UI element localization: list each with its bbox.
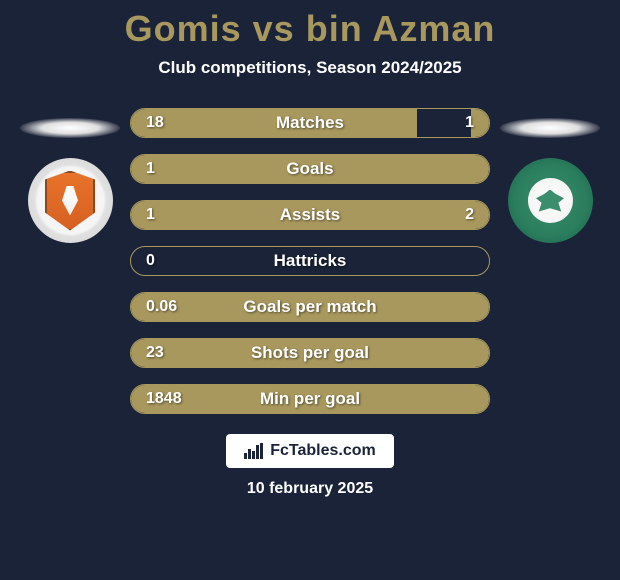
stat-bar: 0 Hattricks: [130, 246, 490, 276]
stat-left-value: 1: [146, 160, 155, 178]
stat-label: Min per goal: [260, 389, 360, 409]
stat-bar: 23 Shots per goal: [130, 338, 490, 368]
shield-inner-icon: [62, 186, 78, 216]
player-shadow-left: [20, 118, 120, 138]
shield-icon: [45, 171, 95, 231]
stat-right-value: 2: [465, 206, 474, 224]
stat-label: Hattricks: [274, 251, 347, 271]
stat-left-value: 0: [146, 252, 155, 270]
stat-label: Matches: [276, 113, 344, 133]
stat-bar: 18 Matches 1: [130, 108, 490, 138]
stat-left-value: 23: [146, 344, 164, 362]
bar-fill-left: [131, 109, 417, 137]
right-player-col: [490, 108, 610, 243]
comparison-row: 18 Matches 1 1 Goals 1 Assists 2 0 Hattricks 0.06 G…: [0, 108, 620, 414]
eagle-circle-icon: [528, 178, 573, 223]
club-badge-left: [28, 158, 113, 243]
stats-column: 18 Matches 1 1 Goals 1 Assists 2 0 Hattricks 0.06 G…: [130, 108, 490, 414]
stat-label: Assists: [280, 205, 340, 225]
logo-text: FcTables.com: [270, 442, 376, 460]
stat-left-value: 1848: [146, 390, 182, 408]
site-logo[interactable]: FcTables.com: [226, 434, 394, 468]
main-container: Gomis vs bin Azman Club competitions, Se…: [0, 0, 620, 580]
stat-left-value: 1: [146, 206, 155, 224]
page-subtitle: Club competitions, Season 2024/2025: [158, 58, 461, 78]
stat-bar: 0.06 Goals per match: [130, 292, 490, 322]
left-player-col: [10, 108, 130, 243]
stat-left-value: 18: [146, 114, 164, 132]
stat-left-value: 0.06: [146, 298, 177, 316]
page-title: Gomis vs bin Azman: [125, 8, 496, 50]
stat-label: Shots per goal: [251, 343, 369, 363]
footer: FcTables.com 10 february 2025: [226, 434, 394, 498]
chart-icon: [244, 443, 264, 459]
stat-bar: 1 Assists 2: [130, 200, 490, 230]
stat-label: Goals: [286, 159, 333, 179]
stat-label: Goals per match: [243, 297, 376, 317]
club-badge-right: [508, 158, 593, 243]
stat-right-value: 1: [465, 114, 474, 132]
player-shadow-right: [500, 118, 600, 138]
stat-bar: 1848 Min per goal: [130, 384, 490, 414]
stat-bar: 1 Goals: [130, 154, 490, 184]
date-label: 10 february 2025: [247, 480, 373, 498]
eagle-icon: [536, 190, 564, 212]
